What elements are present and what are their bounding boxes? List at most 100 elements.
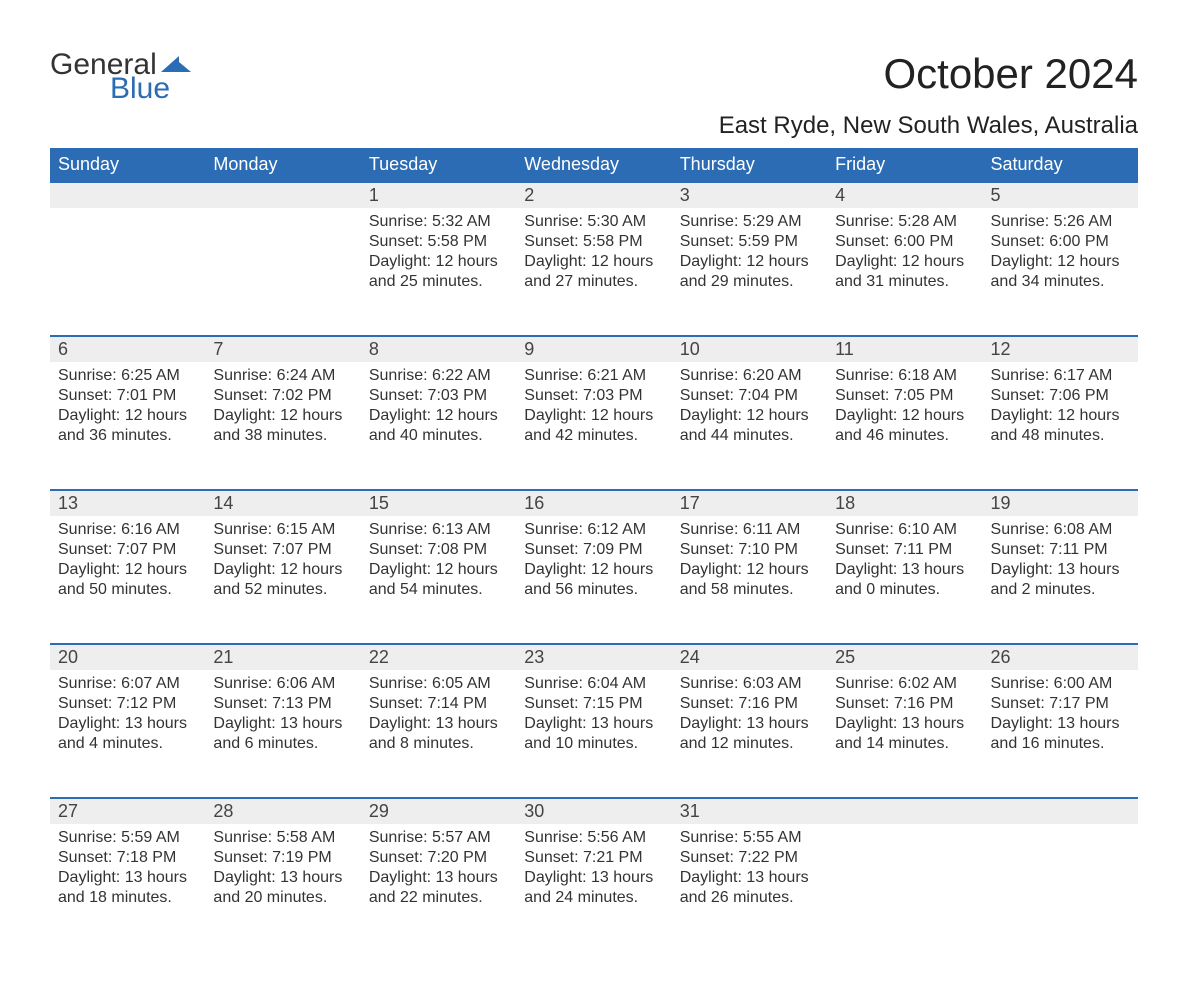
sunset-text: Sunset: 7:05 PM xyxy=(835,386,974,406)
sunset-text: Sunset: 7:19 PM xyxy=(213,848,352,868)
sunrise-text: Sunrise: 6:16 AM xyxy=(58,520,197,540)
daylight-text: Daylight: 13 hours and 22 minutes. xyxy=(369,868,508,908)
weekday-header: Sunday xyxy=(50,148,205,182)
day-number: 24 xyxy=(672,644,827,670)
daylight-text: Daylight: 13 hours and 24 minutes. xyxy=(524,868,663,908)
empty-cell xyxy=(50,182,205,208)
daylight-text: Daylight: 12 hours and 44 minutes. xyxy=(680,406,819,446)
daynum-row: 20212223242526 xyxy=(50,644,1138,670)
empty-cell xyxy=(205,182,360,208)
header: General Blue October 2024 East Ryde, New… xyxy=(50,50,1138,140)
sunset-text: Sunset: 7:21 PM xyxy=(524,848,663,868)
sunset-text: Sunset: 7:07 PM xyxy=(58,540,197,560)
daynum-row: 2728293031 xyxy=(50,798,1138,824)
logo: General Blue xyxy=(50,50,191,104)
daylight-text: Daylight: 13 hours and 20 minutes. xyxy=(213,868,352,908)
sunrise-text: Sunrise: 6:10 AM xyxy=(835,520,974,540)
daylight-text: Daylight: 12 hours and 25 minutes. xyxy=(369,252,508,292)
sunrise-text: Sunrise: 5:32 AM xyxy=(369,212,508,232)
day-cell: Sunrise: 6:13 AMSunset: 7:08 PMDaylight:… xyxy=(361,516,516,644)
empty-cell xyxy=(827,798,982,824)
sunrise-text: Sunrise: 5:26 AM xyxy=(991,212,1130,232)
daylight-text: Daylight: 12 hours and 54 minutes. xyxy=(369,560,508,600)
month-title: October 2024 xyxy=(719,50,1138,98)
day-number: 2 xyxy=(516,182,671,208)
sunset-text: Sunset: 7:16 PM xyxy=(835,694,974,714)
day-number: 28 xyxy=(205,798,360,824)
sunrise-text: Sunrise: 6:12 AM xyxy=(524,520,663,540)
sunrise-text: Sunrise: 6:06 AM xyxy=(213,674,352,694)
weekday-row: SundayMondayTuesdayWednesdayThursdayFrid… xyxy=(50,148,1138,182)
sunset-text: Sunset: 7:06 PM xyxy=(991,386,1130,406)
sunrise-text: Sunrise: 6:15 AM xyxy=(213,520,352,540)
sunset-text: Sunset: 7:09 PM xyxy=(524,540,663,560)
sunset-text: Sunset: 7:11 PM xyxy=(835,540,974,560)
day-cell: Sunrise: 6:11 AMSunset: 7:10 PMDaylight:… xyxy=(672,516,827,644)
daylight-text: Daylight: 13 hours and 26 minutes. xyxy=(680,868,819,908)
location-text: East Ryde, New South Wales, Australia xyxy=(719,112,1138,140)
day-cell: Sunrise: 6:25 AMSunset: 7:01 PMDaylight:… xyxy=(50,362,205,490)
day-number: 10 xyxy=(672,336,827,362)
sunrise-text: Sunrise: 5:55 AM xyxy=(680,828,819,848)
daynum-row: 12345 xyxy=(50,182,1138,208)
content-row: Sunrise: 6:16 AMSunset: 7:07 PMDaylight:… xyxy=(50,516,1138,644)
day-number: 3 xyxy=(672,182,827,208)
daylight-text: Daylight: 12 hours and 58 minutes. xyxy=(680,560,819,600)
day-number: 15 xyxy=(361,490,516,516)
empty-cell xyxy=(983,798,1138,824)
empty-cell xyxy=(205,208,360,336)
content-row: Sunrise: 5:59 AMSunset: 7:18 PMDaylight:… xyxy=(50,824,1138,952)
day-cell: Sunrise: 6:21 AMSunset: 7:03 PMDaylight:… xyxy=(516,362,671,490)
daylight-text: Daylight: 13 hours and 10 minutes. xyxy=(524,714,663,754)
sunset-text: Sunset: 7:10 PM xyxy=(680,540,819,560)
sunrise-text: Sunrise: 6:07 AM xyxy=(58,674,197,694)
sunrise-text: Sunrise: 5:29 AM xyxy=(680,212,819,232)
sunrise-text: Sunrise: 6:20 AM xyxy=(680,366,819,386)
day-cell: Sunrise: 6:12 AMSunset: 7:09 PMDaylight:… xyxy=(516,516,671,644)
day-cell: Sunrise: 5:30 AMSunset: 5:58 PMDaylight:… xyxy=(516,208,671,336)
empty-cell xyxy=(827,824,982,952)
daylight-text: Daylight: 13 hours and 18 minutes. xyxy=(58,868,197,908)
sunrise-text: Sunrise: 5:57 AM xyxy=(369,828,508,848)
sunrise-text: Sunrise: 6:03 AM xyxy=(680,674,819,694)
daylight-text: Daylight: 12 hours and 36 minutes. xyxy=(58,406,197,446)
daylight-text: Daylight: 13 hours and 16 minutes. xyxy=(991,714,1130,754)
day-number: 18 xyxy=(827,490,982,516)
day-number: 27 xyxy=(50,798,205,824)
weekday-header: Wednesday xyxy=(516,148,671,182)
sunset-text: Sunset: 5:58 PM xyxy=(524,232,663,252)
weekday-header: Friday xyxy=(827,148,982,182)
calendar-body: 12345 Sunrise: 5:32 AM Sunset: 5:58 PM Dayl… xyxy=(50,182,1138,952)
sunrise-text: Sunrise: 5:30 AM xyxy=(524,212,663,232)
day-number: 23 xyxy=(516,644,671,670)
day-cell: Sunrise: 6:06 AMSunset: 7:13 PMDaylight:… xyxy=(205,670,360,798)
sunrise-text: Sunrise: 6:18 AM xyxy=(835,366,974,386)
day-cell: Sunrise: 6:10 AMSunset: 7:11 PMDaylight:… xyxy=(827,516,982,644)
day-cell: Sunrise: 6:20 AMSunset: 7:04 PMDaylight:… xyxy=(672,362,827,490)
day-number: 6 xyxy=(50,336,205,362)
day-cell: Sunrise: 5:55 AMSunset: 7:22 PMDaylight:… xyxy=(672,824,827,952)
day-number: 31 xyxy=(672,798,827,824)
sunrise-text: Sunrise: 6:00 AM xyxy=(991,674,1130,694)
day-cell: Sunrise: 6:00 AMSunset: 7:17 PMDaylight:… xyxy=(983,670,1138,798)
sunset-text: Sunset: 6:00 PM xyxy=(835,232,974,252)
empty-cell xyxy=(50,208,205,336)
sunset-text: Sunset: 7:04 PM xyxy=(680,386,819,406)
sunrise-text: Sunrise: 6:08 AM xyxy=(991,520,1130,540)
sunset-text: Sunset: 7:20 PM xyxy=(369,848,508,868)
content-row: Sunrise: 6:07 AMSunset: 7:12 PMDaylight:… xyxy=(50,670,1138,798)
day-number: 12 xyxy=(983,336,1138,362)
daylight-text: Daylight: 13 hours and 4 minutes. xyxy=(58,714,197,754)
sunrise-text: Sunrise: 6:04 AM xyxy=(524,674,663,694)
calendar-table: SundayMondayTuesdayWednesdayThursdayFrid… xyxy=(50,148,1138,952)
sunset-text: Sunset: 7:02 PM xyxy=(213,386,352,406)
sunrise-text: Sunrise: 6:11 AM xyxy=(680,520,819,540)
day-cell: Sunrise: 6:08 AMSunset: 7:11 PMDaylight:… xyxy=(983,516,1138,644)
day-cell: Sunrise: 6:17 AMSunset: 7:06 PMDaylight:… xyxy=(983,362,1138,490)
day-number: 5 xyxy=(983,182,1138,208)
day-number: 7 xyxy=(205,336,360,362)
day-number: 11 xyxy=(827,336,982,362)
daylight-text: Daylight: 12 hours and 50 minutes. xyxy=(58,560,197,600)
day-cell: Sunrise: 6:16 AMSunset: 7:07 PMDaylight:… xyxy=(50,516,205,644)
sunrise-text: Sunrise: 6:05 AM xyxy=(369,674,508,694)
